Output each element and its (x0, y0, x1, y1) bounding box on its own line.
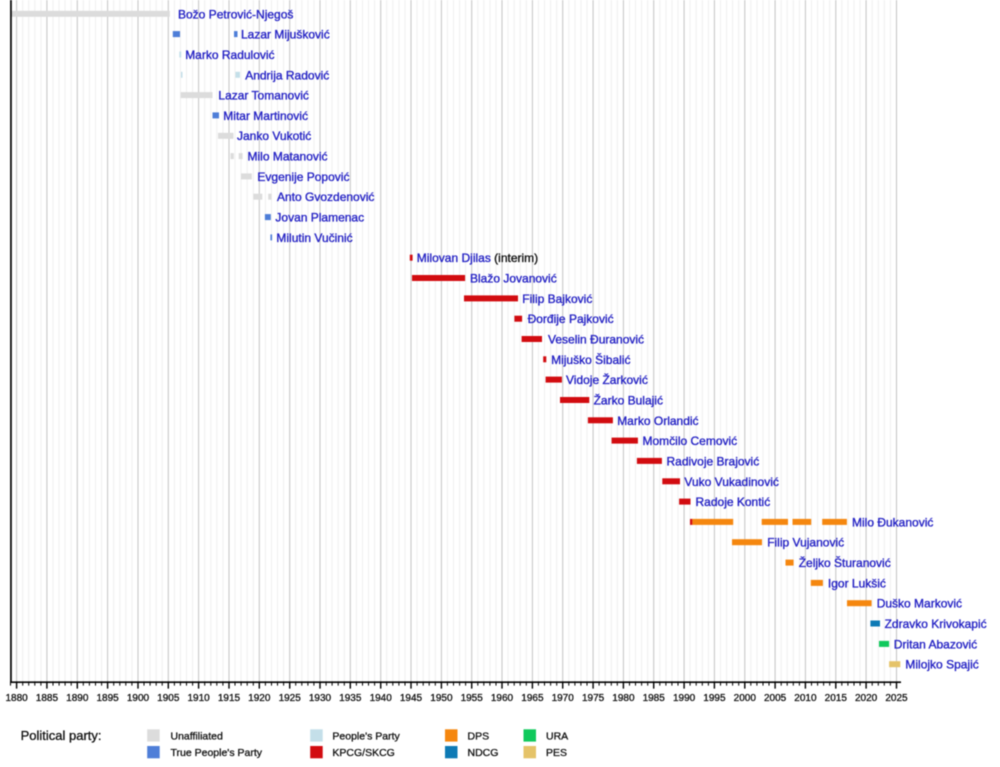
svg-text:URA: URA (546, 730, 568, 742)
svg-text:True People's Party: True People's Party (171, 747, 263, 759)
svg-text:1975: 1975 (582, 693, 605, 704)
svg-text:1960: 1960 (491, 693, 514, 704)
svg-text:1930: 1930 (309, 693, 332, 704)
svg-text:Zdravko Krivokapić: Zdravko Krivokapić (885, 617, 987, 631)
svg-text:Vidoje Žarković: Vidoje Žarković (566, 372, 648, 387)
svg-text:Lazar Mijušković: Lazar Mijušković (241, 28, 330, 42)
svg-text:Momčilo Cemović: Momčilo Cemović (643, 434, 738, 448)
svg-text:Milo Đukanović: Milo Đukanović (852, 515, 933, 529)
svg-text:2015: 2015 (825, 693, 848, 704)
svg-text:Marko Radulović: Marko Radulović (185, 48, 274, 62)
svg-text:1900: 1900 (127, 693, 150, 704)
svg-text:1895: 1895 (96, 693, 119, 704)
svg-text:Mijuško Šibalić: Mijuško Šibalić (551, 352, 630, 367)
svg-text:Lazar Tomanović: Lazar Tomanović (218, 89, 309, 103)
svg-text:Radivoje Brajović: Radivoje Brajović (667, 454, 760, 468)
svg-text:Marko Orlandić: Marko Orlandić (617, 414, 698, 428)
svg-text:2020: 2020 (855, 693, 878, 704)
svg-text:1905: 1905 (157, 693, 180, 704)
svg-text:Vuko Vukadinović: Vuko Vukadinović (684, 475, 779, 489)
svg-text:Milutin Vučinić: Milutin Vučinić (276, 231, 352, 245)
svg-text:1925: 1925 (279, 693, 302, 704)
svg-text:1965: 1965 (521, 693, 544, 704)
svg-text:Filip Bajković: Filip Bajković (522, 292, 592, 306)
svg-text:1995: 1995 (703, 693, 726, 704)
svg-text:Filip Vujanović: Filip Vujanović (767, 536, 844, 550)
svg-text:Political party:: Political party: (21, 728, 102, 743)
svg-text:1915: 1915 (218, 693, 241, 704)
svg-text:1880: 1880 (5, 693, 28, 704)
svg-text:Milojko Spajić: Milojko Spajić (905, 658, 978, 672)
svg-text:1955: 1955 (461, 693, 484, 704)
svg-text:1950: 1950 (430, 693, 453, 704)
svg-text:Milovan Djilas (interim): Milovan Djilas (interim) (417, 251, 538, 265)
svg-text:Veselin Đuranović: Veselin Đuranović (548, 333, 644, 347)
svg-text:2000: 2000 (734, 693, 757, 704)
svg-text:PES: PES (546, 747, 567, 759)
svg-text:Mitar Martinović: Mitar Martinović (223, 109, 308, 123)
svg-text:Radoje Kontić: Radoje Kontić (696, 495, 771, 509)
svg-text:Janko Vukotić: Janko Vukotić (237, 129, 311, 143)
svg-text:KPCG/SKCG: KPCG/SKCG (332, 747, 394, 759)
svg-text:Milo Matanović: Milo Matanović (248, 150, 328, 164)
svg-text:2010: 2010 (794, 693, 817, 704)
svg-text:NDCG: NDCG (468, 747, 499, 759)
svg-text:Dritan Abazović: Dritan Abazović (894, 637, 977, 651)
svg-text:1980: 1980 (612, 693, 635, 704)
svg-text:Žarko Bulajić: Žarko Bulajić (594, 393, 663, 408)
svg-text:1940: 1940 (370, 693, 393, 704)
svg-text:1990: 1990 (673, 693, 696, 704)
svg-text:1985: 1985 (643, 693, 666, 704)
svg-text:Željko Šturanović: Željko Šturanović (799, 555, 891, 570)
svg-text:1920: 1920 (248, 693, 271, 704)
svg-text:Duško Marković: Duško Marković (877, 597, 962, 611)
svg-text:1910: 1910 (187, 693, 210, 704)
svg-text:Božo Petrović-Njegoš: Božo Petrović-Njegoš (178, 7, 293, 21)
svg-text:People's Party: People's Party (332, 730, 400, 742)
svg-text:DPS: DPS (468, 730, 490, 742)
svg-text:Anto Gvozdenović: Anto Gvozdenović (277, 190, 374, 204)
svg-text:2025: 2025 (885, 693, 908, 704)
svg-text:Unaffiliated: Unaffiliated (171, 730, 224, 742)
svg-text:1970: 1970 (552, 693, 575, 704)
svg-text:Đorđije Pajković: Đorđije Pajković (528, 312, 614, 326)
svg-text:1885: 1885 (36, 693, 59, 704)
svg-text:Igor Lukšić: Igor Lukšić (828, 576, 886, 590)
svg-text:Andrija Radović: Andrija Radović (245, 68, 329, 82)
svg-text:1890: 1890 (66, 693, 89, 704)
svg-text:2005: 2005 (764, 693, 787, 704)
svg-text:1945: 1945 (400, 693, 423, 704)
svg-text:Evgenije Popović: Evgenije Popović (257, 170, 349, 184)
svg-text:1935: 1935 (339, 693, 362, 704)
svg-text:Jovan Plamenac: Jovan Plamenac (275, 211, 364, 225)
svg-text:Blažo Jovanović: Blažo Jovanović (470, 272, 557, 286)
